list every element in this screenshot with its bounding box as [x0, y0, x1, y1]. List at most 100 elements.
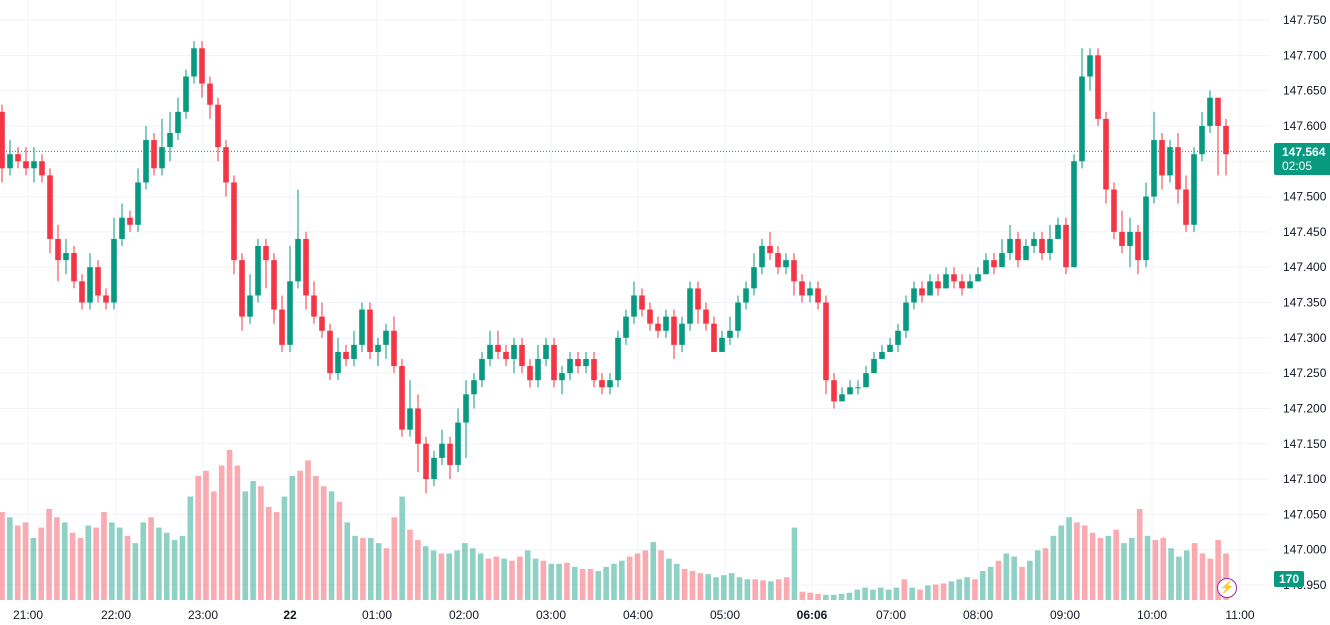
volume-bar — [1027, 560, 1033, 600]
price-tick-label: 147.400 — [1283, 260, 1327, 274]
candle-body — [431, 457, 437, 480]
volume-bar — [77, 537, 84, 600]
candle-body — [175, 111, 181, 133]
candle-body — [119, 217, 125, 239]
price-tick-label: 147.700 — [1283, 48, 1327, 62]
candle-body — [919, 288, 925, 296]
bar-countdown: 02:05 — [1282, 159, 1313, 173]
price-tick-label: 147.000 — [1283, 543, 1327, 557]
candle-body — [199, 48, 205, 84]
candle-body — [1183, 189, 1189, 225]
candle-body — [607, 380, 613, 388]
candle-body — [0, 111, 5, 169]
volume-bar — [438, 553, 445, 600]
candle-body — [1175, 147, 1181, 190]
candle-body — [783, 260, 789, 268]
volume-bar — [956, 579, 963, 600]
candle-body — [519, 344, 525, 367]
candle-body — [279, 309, 285, 345]
price-tick-label: 147.150 — [1283, 437, 1327, 451]
candle-body — [511, 344, 517, 359]
volume-bar — [768, 581, 774, 600]
volume-bar — [1207, 558, 1214, 600]
candle-body — [383, 330, 389, 345]
volume-bar — [870, 589, 876, 600]
volume-bar — [1097, 537, 1104, 600]
lightning-icon[interactable]: ⚡ — [1217, 578, 1237, 598]
candle-body — [1047, 238, 1053, 254]
volume-bar — [681, 568, 688, 600]
candle-body — [543, 344, 549, 359]
volume-bar — [1066, 517, 1072, 600]
volume-bar — [101, 512, 107, 600]
candle-body — [351, 344, 357, 359]
volume-bar — [124, 535, 131, 600]
volume-bar — [1129, 537, 1135, 600]
candle-body — [327, 330, 333, 374]
volume-bar — [462, 543, 468, 600]
chart-grid — [0, 0, 1270, 600]
candle-body — [335, 351, 341, 374]
volume-bar — [391, 517, 398, 600]
candle-body — [1215, 97, 1221, 126]
volume-bar — [556, 563, 562, 600]
candle-body — [559, 373, 565, 381]
candle-body — [231, 182, 237, 261]
last-price-value: 147.564 — [1282, 145, 1326, 159]
volume-bar — [642, 550, 649, 600]
volume-bar — [666, 558, 672, 600]
candle-body — [359, 309, 365, 345]
candle-body — [983, 260, 989, 275]
candle-body — [343, 351, 349, 359]
volume-bar — [1089, 532, 1096, 600]
candle-body — [391, 330, 397, 367]
volume-bar — [791, 527, 798, 600]
candle-body — [655, 323, 661, 331]
candle-body — [855, 387, 861, 389]
candle-body — [807, 288, 813, 296]
price-axis[interactable]: 147.750147.700147.650147.600147.550147.5… — [1283, 13, 1327, 592]
candle-body — [951, 274, 957, 282]
candle-body — [303, 238, 309, 296]
volume-bar — [407, 529, 413, 600]
candle-body — [591, 359, 597, 381]
candle-body — [639, 295, 645, 310]
candle-body — [47, 175, 53, 239]
candle-body — [223, 147, 229, 183]
volume-bar — [603, 566, 609, 600]
candle-body — [863, 373, 869, 388]
volume-bar — [289, 475, 296, 600]
candle-body — [479, 359, 485, 381]
time-tick-label: 07:00 — [876, 608, 906, 622]
volume-bar — [211, 491, 217, 600]
candle-body — [1071, 161, 1077, 268]
volume-bar — [799, 591, 806, 600]
volume-bar — [30, 537, 37, 600]
candle-body — [407, 408, 413, 430]
price-tick-label: 147.350 — [1283, 296, 1327, 310]
volume-bar — [1050, 535, 1057, 600]
volume-bar — [344, 522, 351, 600]
candle-body — [1191, 154, 1197, 225]
candle-body — [79, 281, 85, 303]
volume-bar — [626, 556, 633, 600]
volume-bar — [234, 465, 241, 600]
time-axis[interactable]: 21:00 22:00 23:00 22 01:00 02:00 03:00 04:00 05:… — [13, 608, 1255, 622]
volume-bar — [265, 506, 272, 600]
candle-body — [295, 238, 301, 282]
candle-body — [239, 260, 245, 317]
candle-body — [1207, 97, 1213, 126]
candle-body — [615, 337, 621, 381]
volume-bar — [1215, 540, 1221, 600]
volume-bar — [328, 491, 335, 600]
volume-bar — [85, 525, 92, 600]
volume-bar — [658, 550, 664, 600]
candle-body — [535, 359, 541, 381]
volume-bar — [1121, 543, 1127, 600]
price-tick-label: 147.050 — [1283, 507, 1327, 521]
candle-body — [1079, 76, 1085, 162]
candle-body — [1015, 238, 1021, 261]
volume-bar — [313, 475, 319, 600]
volume-bar — [1199, 553, 1206, 600]
